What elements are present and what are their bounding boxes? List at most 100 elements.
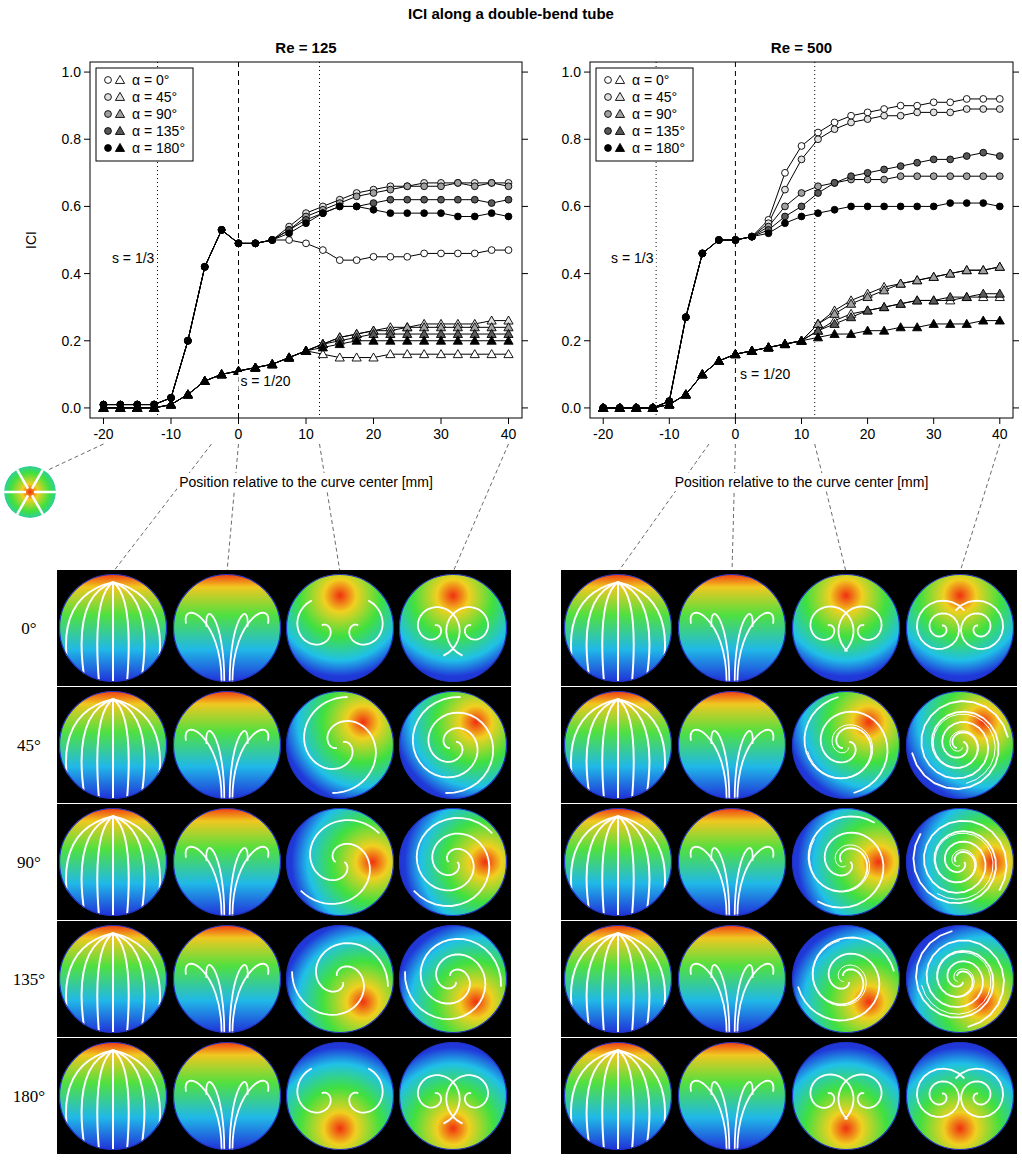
data-point — [797, 336, 806, 344]
data-point — [286, 237, 293, 244]
data-point — [632, 403, 641, 411]
cross-section — [59, 925, 167, 1033]
section-fill — [792, 808, 900, 916]
cross-section — [399, 574, 507, 682]
x-tick — [508, 418, 509, 424]
data-point — [947, 200, 954, 207]
image-row-bg — [57, 570, 511, 686]
series-line — [104, 351, 509, 408]
data-point — [698, 370, 707, 378]
data-point — [116, 403, 125, 411]
streak — [821, 712, 888, 793]
section-fill — [173, 925, 281, 1033]
x-tick — [603, 418, 604, 424]
data-point — [699, 250, 706, 257]
inset-ray — [32, 495, 43, 514]
cross-section — [678, 808, 786, 916]
inset-fill — [4, 466, 56, 518]
data-point — [699, 250, 706, 257]
data-point — [749, 233, 756, 240]
data-point — [599, 403, 608, 411]
reference-line — [319, 62, 320, 418]
connector — [732, 444, 735, 572]
data-point — [470, 350, 479, 358]
data-point — [798, 213, 805, 220]
data-point — [99, 403, 108, 411]
data-point — [200, 376, 209, 384]
streak — [618, 582, 649, 682]
x-tick — [103, 418, 104, 424]
streak — [113, 1050, 144, 1150]
section-rim — [793, 1043, 900, 1150]
section-fill — [564, 925, 672, 1033]
data-point — [962, 292, 971, 300]
data-point — [632, 403, 641, 411]
data-point — [505, 213, 512, 220]
data-point — [403, 350, 412, 358]
section-fill — [564, 1042, 672, 1150]
cross-section — [286, 925, 394, 1033]
data-point — [218, 227, 225, 234]
data-point — [731, 350, 740, 358]
streak — [798, 954, 879, 1021]
data-point — [99, 403, 108, 411]
data-point — [880, 303, 889, 311]
data-point — [303, 240, 310, 247]
y-tick-right — [522, 407, 528, 408]
x-tick-label: 30 — [433, 426, 449, 442]
data-point — [881, 203, 888, 210]
streak — [711, 731, 729, 799]
data-point — [914, 203, 921, 210]
legend: α = 0°α = 45°α = 90°α = 135°α = 180° — [96, 68, 193, 161]
legend-label: α = 135° — [132, 123, 185, 139]
data-point — [780, 340, 789, 348]
streak — [232, 1081, 268, 1150]
data-point — [715, 237, 722, 244]
figure: ICI along a double-bend tubeRe = 1250.00… — [0, 0, 1022, 1167]
data-point — [319, 210, 326, 217]
streak — [618, 1050, 649, 1150]
inset-ray — [17, 495, 28, 514]
data-point — [421, 183, 428, 190]
data-point — [184, 337, 191, 344]
data-point — [352, 336, 361, 344]
cross-section — [678, 1042, 786, 1150]
data-point — [301, 346, 310, 354]
data-point — [780, 340, 789, 348]
section-rim — [565, 575, 672, 682]
data-point — [929, 272, 938, 280]
data-point — [698, 370, 707, 378]
data-point — [731, 350, 740, 358]
data-point — [699, 250, 706, 257]
section-fill — [399, 1042, 507, 1150]
legend-label: α = 45° — [632, 89, 677, 105]
x-tick — [441, 418, 442, 424]
y-tick-right — [1013, 273, 1019, 274]
streak — [113, 1050, 129, 1150]
data-point — [665, 400, 674, 408]
streak — [618, 816, 649, 916]
streak — [618, 1050, 634, 1150]
row-label: 0° — [21, 619, 36, 638]
cross-section — [399, 808, 507, 916]
data-point — [714, 356, 723, 364]
data-point — [454, 250, 461, 257]
data-point — [99, 403, 108, 411]
data-point — [387, 196, 394, 203]
section-fill — [286, 808, 394, 916]
data-point — [386, 336, 395, 344]
y-tick — [584, 139, 590, 140]
legend-label: α = 0° — [132, 72, 169, 88]
streak — [327, 721, 376, 793]
data-point — [648, 403, 657, 411]
streak — [956, 601, 1004, 649]
streak — [711, 614, 729, 682]
legend-label: α = 0° — [632, 72, 669, 88]
data-point — [747, 346, 756, 354]
data-point — [404, 253, 411, 260]
streak — [618, 933, 634, 1033]
streak — [912, 712, 998, 789]
data-point — [749, 233, 756, 240]
streak — [571, 933, 618, 1033]
data-point — [470, 336, 479, 344]
